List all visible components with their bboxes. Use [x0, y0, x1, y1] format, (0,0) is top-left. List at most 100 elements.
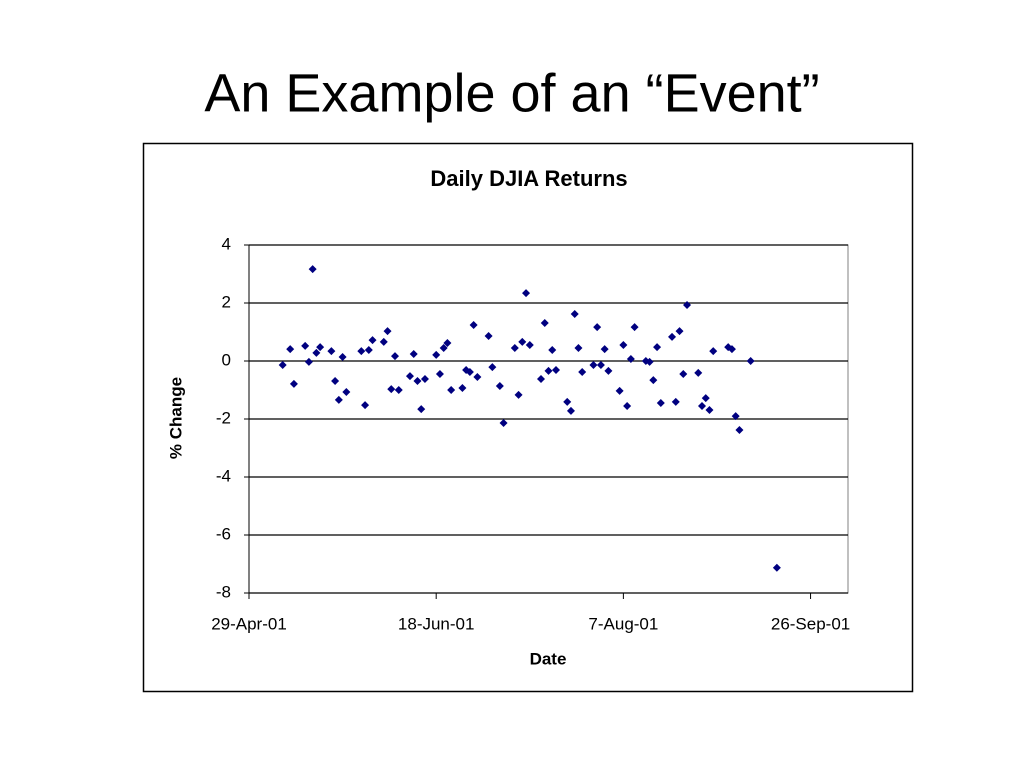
data-point — [619, 341, 628, 350]
y-axis-title: % Change — [166, 377, 185, 459]
data-point — [447, 386, 456, 394]
data-point — [334, 395, 343, 404]
data-point — [383, 327, 392, 336]
y-tick-label: -4 — [216, 466, 231, 485]
data-point — [308, 265, 317, 274]
data-point — [331, 377, 340, 386]
data-point — [649, 376, 658, 385]
data-point — [443, 339, 452, 348]
data-point — [510, 343, 519, 352]
data-point — [278, 361, 287, 370]
data-point — [435, 370, 444, 379]
data-point — [316, 343, 325, 352]
data-point — [484, 332, 493, 341]
data-point — [675, 327, 684, 336]
data-point — [394, 386, 403, 394]
data-point — [551, 365, 560, 374]
data-point — [286, 345, 295, 354]
data-point — [668, 332, 677, 341]
data-point — [589, 361, 598, 370]
data-point — [469, 321, 478, 330]
data-point — [735, 426, 744, 435]
data-point — [656, 399, 665, 408]
data-point — [417, 405, 426, 414]
data-point — [379, 337, 388, 346]
data-point — [600, 345, 609, 354]
data-point — [645, 357, 654, 366]
data-point — [405, 372, 414, 381]
data-point — [671, 397, 680, 406]
data-point — [563, 397, 572, 406]
data-point — [312, 348, 321, 357]
x-tick-label: 7-Aug-01 — [588, 614, 658, 633]
data-point — [548, 345, 557, 354]
data-point — [709, 347, 718, 356]
data-point — [439, 343, 448, 352]
data-point — [409, 350, 418, 359]
data-point — [473, 372, 482, 381]
data-point — [544, 366, 553, 375]
data-point — [615, 386, 624, 395]
data-point — [368, 336, 377, 345]
data-point — [522, 289, 531, 298]
data-point — [697, 401, 706, 410]
data-point — [772, 563, 781, 572]
y-tick-label: -6 — [216, 524, 231, 543]
data-point — [746, 357, 755, 365]
data-point — [327, 347, 336, 356]
chart-title: Daily DJIA Returns — [430, 166, 627, 191]
x-tick-label: 18-Jun-01 — [398, 614, 475, 633]
x-axis-title: Date — [530, 649, 567, 668]
data-point — [679, 370, 688, 379]
data-point — [683, 301, 692, 310]
data-point — [566, 406, 575, 415]
data-point — [338, 352, 347, 361]
data-point — [574, 343, 583, 352]
data-point — [731, 412, 740, 421]
data-point — [705, 406, 714, 415]
y-tick-label: 0 — [222, 350, 231, 369]
data-point — [593, 323, 602, 332]
data-point — [289, 379, 298, 388]
data-point — [518, 337, 527, 346]
x-tick-label: 29-Apr-01 — [211, 614, 287, 633]
data-point — [357, 347, 366, 356]
data-point — [537, 374, 546, 383]
data-point — [514, 390, 523, 399]
data-point — [630, 323, 639, 332]
data-point — [495, 381, 504, 390]
y-tick-label: 4 — [222, 234, 231, 253]
slide-title: An Example of an “Event” — [204, 63, 819, 123]
data-point — [458, 383, 467, 392]
data-point — [626, 354, 635, 363]
data-point — [413, 377, 422, 386]
data-point — [420, 374, 429, 383]
data-point — [361, 401, 370, 410]
data-point — [578, 368, 587, 377]
y-tick-label: -2 — [216, 408, 231, 427]
data-point — [570, 310, 579, 319]
data-point — [301, 341, 310, 350]
y-tick-label: -8 — [216, 582, 231, 601]
chart-frame — [142, 142, 914, 693]
data-point — [727, 345, 736, 354]
data-point — [596, 361, 605, 370]
data-point — [701, 394, 710, 403]
data-point — [653, 343, 662, 352]
data-point — [488, 363, 497, 372]
data-point — [694, 368, 703, 377]
data-point — [465, 368, 474, 377]
data-point — [391, 352, 400, 361]
data-point — [623, 401, 632, 410]
data-point — [540, 319, 549, 328]
data-point — [525, 341, 534, 350]
data-point — [364, 345, 373, 354]
y-tick-label: 2 — [222, 292, 231, 311]
x-tick-label: 26-Sep-01 — [771, 614, 850, 633]
data-point — [604, 366, 613, 375]
data-point — [387, 385, 396, 394]
data-point — [499, 419, 508, 428]
data-point — [342, 388, 351, 397]
